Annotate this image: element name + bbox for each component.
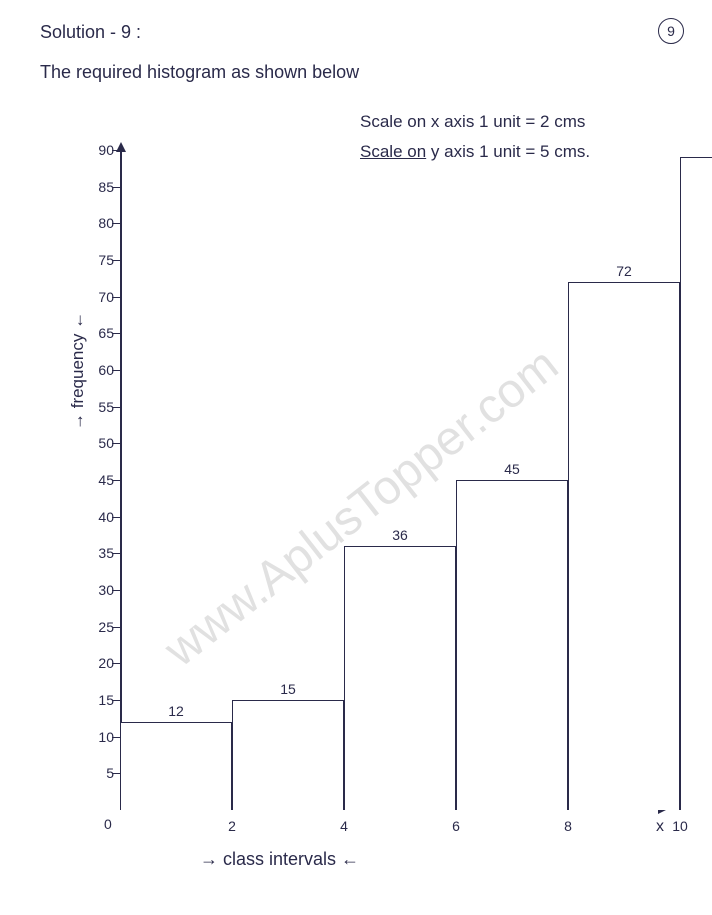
histogram-bar — [680, 157, 712, 810]
y-tick-label: 40 — [82, 509, 114, 525]
bar-value-label: 15 — [233, 681, 343, 697]
histogram-bar: 72 — [568, 282, 680, 810]
solution-title: Solution - 9 : — [40, 22, 141, 43]
histogram-bar: 45 — [456, 480, 568, 810]
x-tick-label: 10 — [672, 818, 688, 834]
bar-value-label: 12 — [121, 703, 231, 719]
y-tick-label: 5 — [82, 765, 114, 781]
bar-value-label: 36 — [345, 527, 455, 543]
y-tick-label: 50 — [82, 435, 114, 451]
y-tick-label: 35 — [82, 545, 114, 561]
histogram-plot: 0 x → class intervals ← → frequency ← 51… — [120, 150, 660, 810]
subtitle: The required histogram as shown below — [40, 62, 359, 83]
histogram-bar: 15 — [232, 700, 344, 810]
y-tick-label: 75 — [82, 252, 114, 268]
bar-value-label: 45 — [457, 461, 567, 477]
x-end-label: x — [656, 818, 664, 836]
chart-container: 0 x → class intervals ← → frequency ← 51… — [60, 150, 680, 850]
y-tick-label: 10 — [82, 729, 114, 745]
y-tick-label: 25 — [82, 619, 114, 635]
y-tick-label: 85 — [82, 179, 114, 195]
scale-x-note: Scale on x axis 1 unit = 2 cms — [360, 112, 585, 132]
y-tick-label: 45 — [82, 472, 114, 488]
histogram-bar: 36 — [344, 546, 456, 810]
y-tick-label: 30 — [82, 582, 114, 598]
x-tick-label: 2 — [228, 818, 236, 834]
x-tick-label: 8 — [564, 818, 572, 834]
page-number-badge: 9 — [658, 18, 684, 44]
x-tick-label: 4 — [340, 818, 348, 834]
y-tick-label: 90 — [82, 142, 114, 158]
x-tick-label: 6 — [452, 818, 460, 834]
y-tick-label: 60 — [82, 362, 114, 378]
origin-label: 0 — [104, 816, 112, 832]
y-tick-label: 55 — [82, 399, 114, 415]
y-tick-label: 15 — [82, 692, 114, 708]
y-tick-label: 20 — [82, 655, 114, 671]
y-tick-label: 70 — [82, 289, 114, 305]
histogram-bar: 12 — [120, 722, 232, 810]
bar-value-label: 72 — [569, 263, 679, 279]
y-tick-label: 65 — [82, 325, 114, 341]
x-axis-title: → class intervals ← — [200, 849, 359, 870]
y-tick-label: 80 — [82, 215, 114, 231]
